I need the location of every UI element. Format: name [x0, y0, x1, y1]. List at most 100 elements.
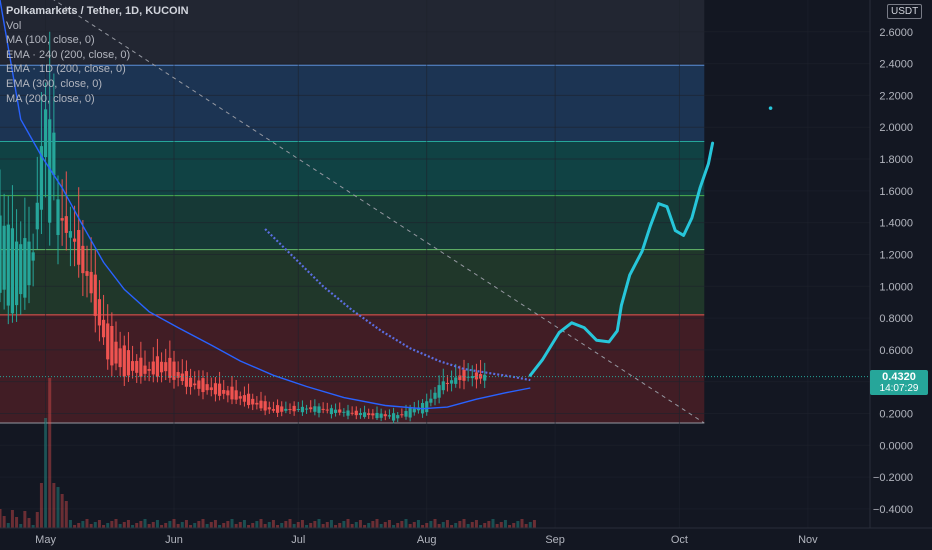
volume-bar [512, 523, 516, 528]
volume-bar [172, 519, 176, 528]
volume-bar [242, 520, 246, 528]
candle [97, 280, 102, 342]
volume-bar [247, 525, 251, 528]
candle [304, 404, 309, 414]
volume-bar [296, 522, 300, 528]
volume-bar [147, 524, 151, 528]
candle [31, 233, 35, 287]
candle [6, 196, 10, 325]
candle-body [14, 241, 19, 306]
volume-bar [350, 524, 354, 528]
volume-bar [213, 520, 217, 528]
candle-body [300, 406, 305, 413]
volume-bar [52, 483, 56, 528]
y-tick-label: 0.6000 [879, 345, 913, 357]
candle [246, 383, 251, 409]
candle [383, 410, 387, 421]
volume-bar [218, 525, 222, 528]
currency-badge[interactable]: USDT [887, 4, 923, 19]
fib-zone [0, 141, 705, 196]
candle-body [391, 413, 396, 421]
candle [184, 360, 189, 395]
candle [39, 91, 44, 235]
candle-body [159, 361, 164, 373]
volume-bar [151, 522, 155, 528]
candle-body [184, 371, 189, 387]
candle [43, 82, 48, 198]
candle-body [251, 398, 255, 405]
candle-body [226, 390, 230, 396]
candle [292, 401, 296, 416]
volume-bar [205, 524, 209, 528]
candle [188, 368, 193, 395]
candle [168, 340, 172, 383]
volume-bar [143, 519, 147, 528]
volume-bar [474, 520, 478, 528]
volume-bar [508, 525, 512, 528]
candle-body [77, 229, 81, 265]
candle-body [72, 238, 77, 242]
volume-bar [77, 523, 81, 528]
x-tick-label: May [35, 534, 56, 546]
candle-body [68, 231, 73, 238]
candle [164, 348, 168, 381]
y-tick-label: 1.4000 [879, 218, 913, 230]
candle-body [155, 356, 160, 377]
volume-bar [470, 522, 474, 528]
candle-body [217, 383, 222, 396]
candle-body [280, 406, 284, 412]
candle-body [35, 202, 39, 230]
candle [474, 363, 479, 389]
candle-body [81, 245, 85, 274]
volume-bar [400, 521, 404, 528]
candle-body [172, 361, 176, 380]
candle [288, 403, 292, 414]
volume-bar [524, 524, 528, 528]
volume-bar [454, 523, 458, 528]
candle-body [39, 146, 44, 210]
volume-bar [222, 523, 226, 528]
candle-body [404, 411, 408, 417]
candle [441, 368, 445, 395]
volume-bar [64, 501, 68, 528]
candle [470, 365, 474, 387]
candle-body [429, 398, 433, 403]
candle [222, 380, 226, 400]
candle-body [238, 396, 242, 399]
y-tick-label: 2.2000 [879, 90, 913, 102]
volume-bar [354, 522, 358, 528]
candle-body [338, 409, 342, 413]
x-tick-label: Jun [165, 534, 183, 546]
volume-bar [528, 522, 532, 528]
candle [238, 391, 242, 406]
legend-ma200: MA (200, close, 0) [6, 92, 95, 105]
candle-body [23, 238, 27, 298]
candle-body [325, 409, 329, 411]
volume-bar [193, 523, 197, 528]
candle-body [180, 373, 184, 382]
candle-body [48, 119, 52, 223]
candle [350, 406, 354, 416]
volume-bar [81, 521, 85, 528]
candle [205, 372, 209, 395]
volume-bar [516, 521, 520, 528]
candle-body [255, 402, 259, 405]
volume-bar [15, 517, 19, 528]
volume-bar [300, 520, 304, 528]
candle-body [114, 341, 118, 364]
x-tick-label: Nov [798, 534, 818, 546]
candle-body [230, 386, 234, 400]
last-price-value: 0.4320 [882, 371, 916, 383]
candle [27, 206, 31, 304]
candle-body [362, 412, 367, 417]
price-axis-bg [870, 0, 932, 550]
volume-bar [230, 519, 234, 528]
volume-bar [60, 494, 64, 528]
volume-bar [329, 520, 333, 528]
y-tick-label: 2.6000 [879, 27, 913, 39]
volume-bar [197, 521, 201, 528]
volume-bar [450, 525, 454, 528]
candle [101, 294, 106, 345]
volume-bar [487, 521, 491, 528]
